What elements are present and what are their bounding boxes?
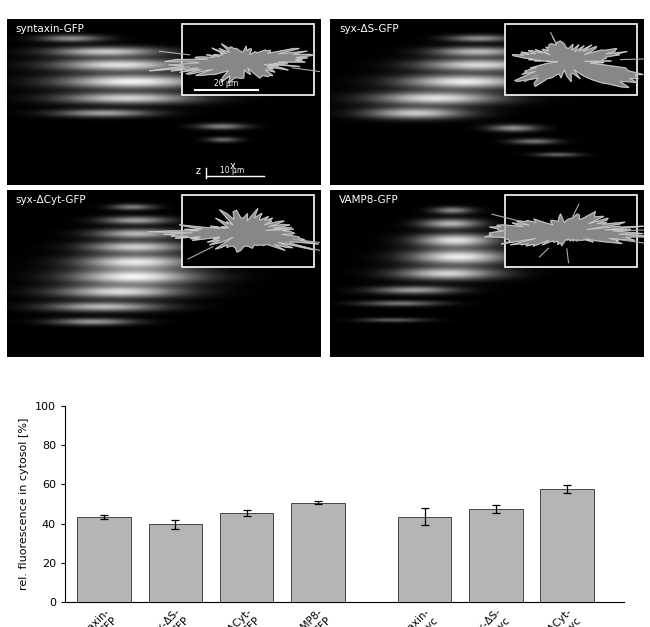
Text: syx-ΔCyt-GFP: syx-ΔCyt-GFP xyxy=(16,195,86,205)
Text: 10 μm: 10 μm xyxy=(220,166,244,176)
Bar xyxy=(77,517,131,602)
Bar xyxy=(506,195,637,267)
Bar xyxy=(506,24,637,95)
Bar xyxy=(291,503,344,602)
Text: VAMP8-GFP: VAMP8-GFP xyxy=(339,195,399,205)
Y-axis label: rel. fluorescence in cytosol [%]: rel. fluorescence in cytosol [%] xyxy=(20,418,29,590)
Bar xyxy=(398,517,451,602)
Bar xyxy=(182,24,314,95)
Polygon shape xyxy=(512,41,644,88)
Bar xyxy=(220,513,273,602)
Polygon shape xyxy=(484,211,650,246)
Text: x: x xyxy=(229,161,235,171)
Polygon shape xyxy=(148,208,318,252)
Text: a: a xyxy=(8,16,18,29)
Bar xyxy=(149,525,202,602)
Polygon shape xyxy=(149,44,313,83)
Text: syx-ΔS-GFP: syx-ΔS-GFP xyxy=(339,24,398,34)
Text: 20 μm: 20 μm xyxy=(214,79,239,88)
Bar xyxy=(469,508,523,602)
Text: syntaxin-GFP: syntaxin-GFP xyxy=(16,24,84,34)
Bar xyxy=(540,489,593,602)
Bar xyxy=(182,195,314,267)
Text: z: z xyxy=(196,166,201,176)
